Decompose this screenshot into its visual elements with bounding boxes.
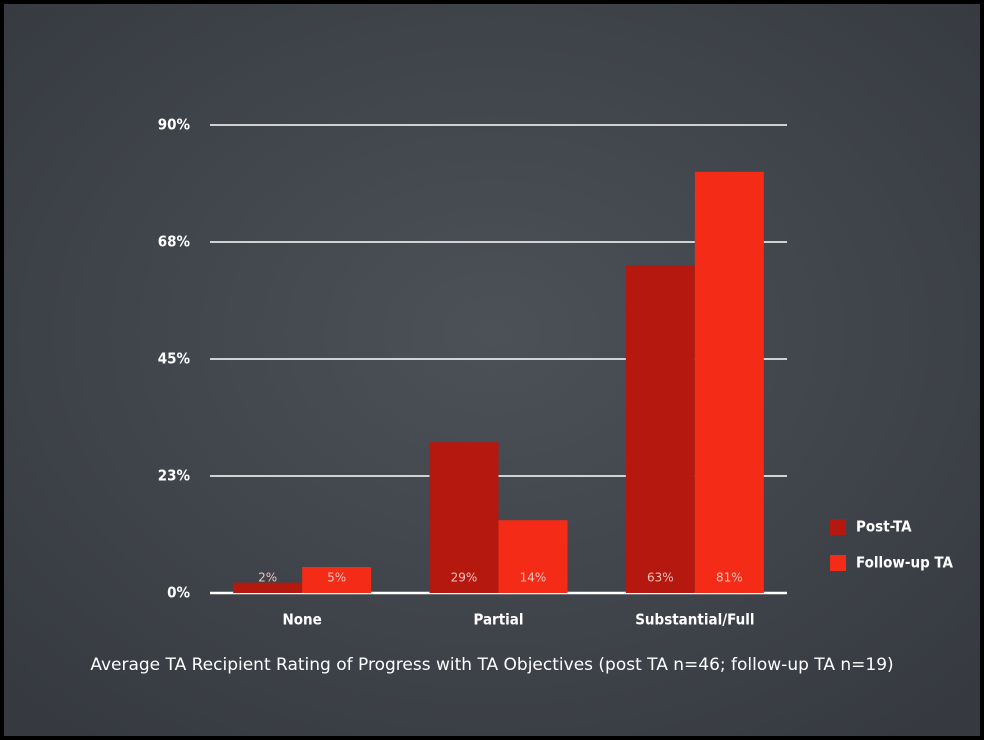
bar	[498, 520, 568, 593]
bar	[625, 265, 695, 593]
y-tick-label: 45%	[158, 350, 191, 368]
slide-background	[4, 4, 980, 736]
y-tick-label: 23%	[158, 467, 191, 485]
chart-title: Average TA Recipient Rating of Progress …	[90, 655, 893, 675]
data-label: 2%	[258, 571, 277, 585]
y-tick-label: 90%	[158, 116, 191, 134]
data-label: 81%	[716, 571, 743, 585]
x-tick-label: None	[282, 611, 321, 629]
y-tick-label: 0%	[167, 584, 190, 602]
bar	[694, 171, 764, 594]
legend-swatch	[830, 519, 846, 535]
x-tick-label: Substantial/Full	[635, 611, 754, 629]
y-tick-label: 68%	[158, 233, 191, 251]
x-tick-label: Partial	[473, 611, 523, 629]
bar	[302, 567, 372, 593]
data-label: 5%	[327, 571, 346, 585]
legend-label: Post-TA	[856, 518, 912, 536]
data-label: 63%	[647, 571, 674, 585]
data-label: 14%	[520, 571, 547, 585]
bar	[429, 442, 499, 593]
legend-label: Follow-up TA	[856, 554, 953, 572]
bar	[233, 582, 303, 593]
data-label: 29%	[451, 571, 478, 585]
legend-swatch	[830, 555, 846, 571]
